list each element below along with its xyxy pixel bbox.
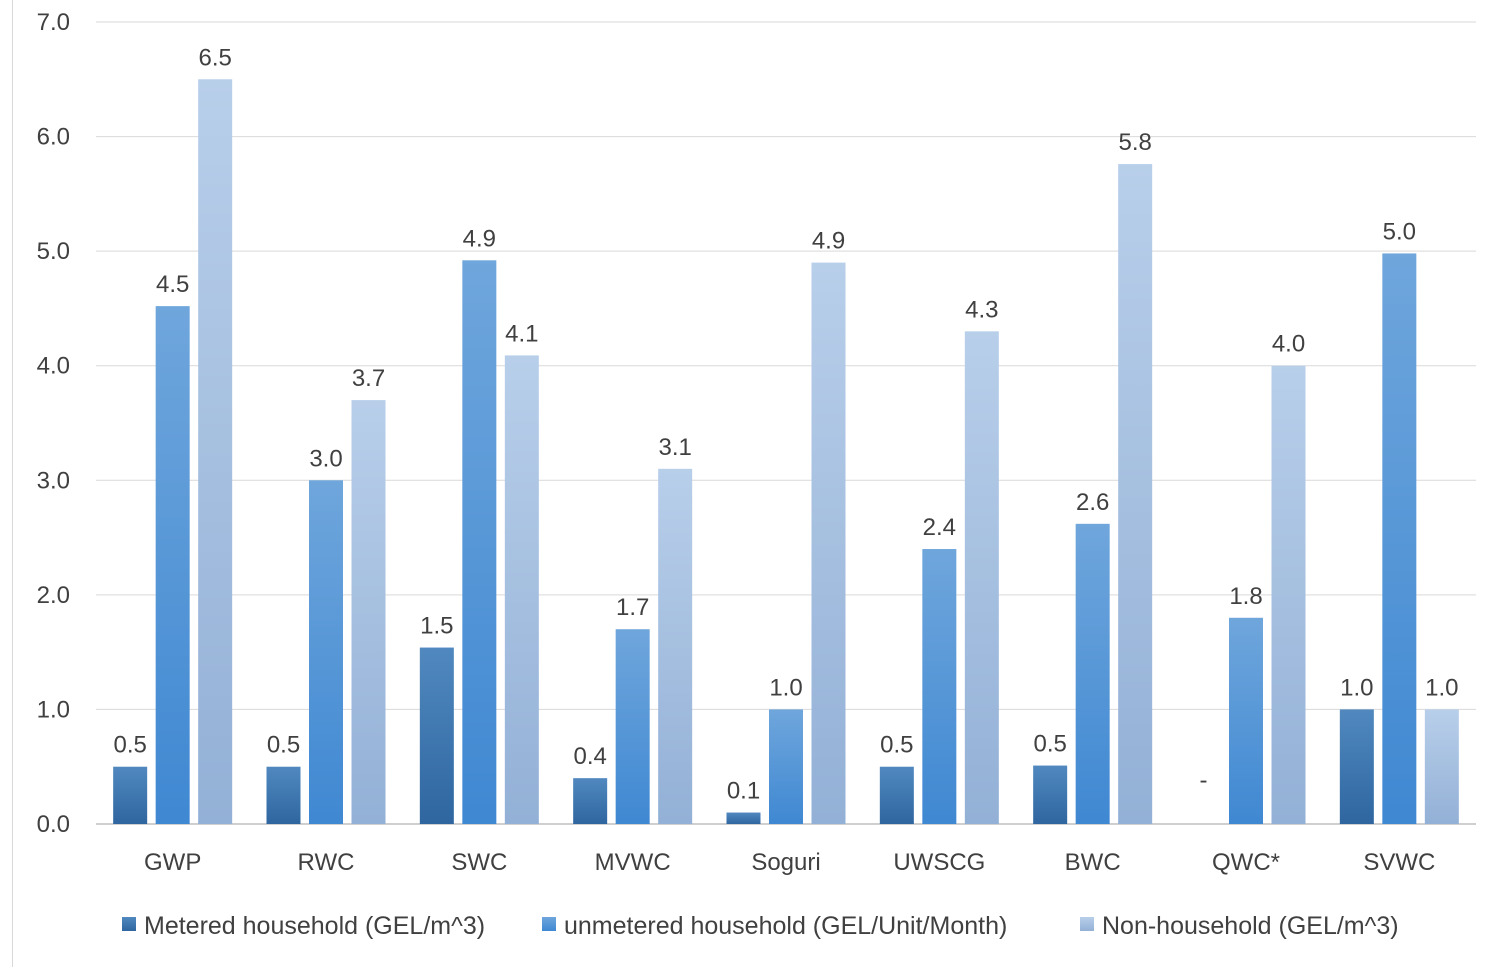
data-label: 6.5 <box>198 44 231 71</box>
bar-uwscg-series-2 <box>964 331 999 824</box>
x-category-label: QWC* <box>1212 849 1280 876</box>
x-category-label: BWC <box>1065 849 1121 876</box>
bar-qwc-series-1 <box>1229 617 1263 824</box>
data-label: 2.4 <box>923 514 956 541</box>
y-tick-label: 2.0 <box>37 582 70 609</box>
bar-soguri-series-1 <box>769 709 803 824</box>
bar-rwc-series-0 <box>266 766 301 824</box>
bar-rwc-series-1 <box>309 480 343 824</box>
x-axis: GWP RWC SWC MVWC Soguri UWSCG BWC QWC* SVWC <box>144 849 1435 876</box>
data-label: 3.7 <box>352 365 385 392</box>
data-label: 0.5 <box>1033 731 1066 758</box>
bars <box>113 79 1459 825</box>
y-tick-label: 4.0 <box>37 353 70 380</box>
data-label: 2.6 <box>1076 489 1109 516</box>
bar-uwscg-series-1 <box>922 549 957 824</box>
data-label: 1.5 <box>420 613 453 640</box>
y-axis: 0.0 1.0 2.0 3.0 4.0 5.0 6.0 7.0 <box>37 9 70 838</box>
data-label: 3.0 <box>309 445 342 472</box>
data-label: 4.1 <box>505 320 538 347</box>
bar-swc-series-0 <box>419 647 454 824</box>
bar-svwc-series-0 <box>1339 709 1374 824</box>
data-label: 0.5 <box>267 732 300 759</box>
bar-gwp-series-0 <box>113 766 148 824</box>
data-label: 1.0 <box>1425 674 1458 701</box>
bar-svwc-series-2 <box>1424 709 1459 824</box>
bar-gwp-series-2 <box>198 79 233 825</box>
data-labels: 0.5 4.5 6.5 0.5 3.0 3.7 1.5 4.9 4.1 0.4 1.7 3.1 0.1 1… <box>113 44 1458 804</box>
bar-rwc-series-2 <box>351 400 386 824</box>
bar-bwc-series-0 <box>1033 765 1068 824</box>
data-label: 4.9 <box>463 225 496 252</box>
data-label: 1.7 <box>616 594 649 621</box>
y-tick-label: 7.0 <box>37 9 70 36</box>
bar-swc-series-1 <box>462 260 497 824</box>
bar-qwc-series-2 <box>1271 365 1306 824</box>
bar-svwc-series-1 <box>1382 253 1417 825</box>
data-label: 5.0 <box>1383 218 1416 245</box>
legend-label: Metered household (GEL/m^3) <box>144 912 485 940</box>
x-category-label: Soguri <box>751 849 820 876</box>
bar-swc-series-2 <box>504 355 539 824</box>
data-label: 5.8 <box>1118 129 1151 156</box>
data-label: 3.1 <box>658 434 691 461</box>
y-tick-label: 3.0 <box>37 467 70 494</box>
legend-swatch <box>1080 917 1094 931</box>
legend-swatch <box>542 917 556 931</box>
bar-mvwc-series-2 <box>658 468 693 824</box>
bar-mvwc-series-0 <box>573 778 608 824</box>
bar-mvwc-series-1 <box>615 629 650 824</box>
bar-bwc-series-2 <box>1118 164 1153 824</box>
data-label: 0.4 <box>573 743 606 770</box>
data-label: 4.5 <box>156 271 189 298</box>
legend-swatch <box>122 917 136 931</box>
x-category-label: SWC <box>451 849 507 876</box>
data-label: 4.0 <box>1272 331 1305 358</box>
legend-label: Non-household (GEL/m^3) <box>1102 912 1399 940</box>
legend-label: unmetered household (GEL/Unit/Month) <box>564 912 1007 940</box>
data-label: 1.8 <box>1229 583 1262 610</box>
data-label: 1.0 <box>769 674 802 701</box>
bar-gwp-series-1 <box>155 306 190 824</box>
bar-soguri-series-2 <box>811 262 846 825</box>
data-label: 0.5 <box>113 732 146 759</box>
x-category-label: RWC <box>298 849 355 876</box>
bar-soguri-series-0 <box>726 812 761 824</box>
data-label: 0.1 <box>727 778 760 805</box>
legend: Metered household (GEL/m^3) unmetered hou… <box>122 912 1399 940</box>
data-label: 0.5 <box>880 732 913 759</box>
data-label: 1.0 <box>1340 674 1373 701</box>
frame-border <box>12 0 13 967</box>
data-label: 4.3 <box>965 296 998 323</box>
y-tick-label: 6.0 <box>37 124 70 151</box>
data-label: - <box>1200 767 1208 794</box>
y-tick-label: 0.0 <box>37 811 70 838</box>
bar-uwscg-series-0 <box>879 766 914 824</box>
y-tick-label: 1.0 <box>37 696 70 723</box>
x-category-label: GWP <box>144 849 201 876</box>
y-tick-label: 5.0 <box>37 238 70 265</box>
data-label: 4.9 <box>812 228 845 255</box>
bar-bwc-series-1 <box>1075 523 1110 824</box>
x-category-label: SVWC <box>1363 849 1435 876</box>
x-category-label: MVWC <box>595 849 671 876</box>
x-category-label: UWSCG <box>893 849 985 876</box>
gridlines <box>96 21 1476 825</box>
